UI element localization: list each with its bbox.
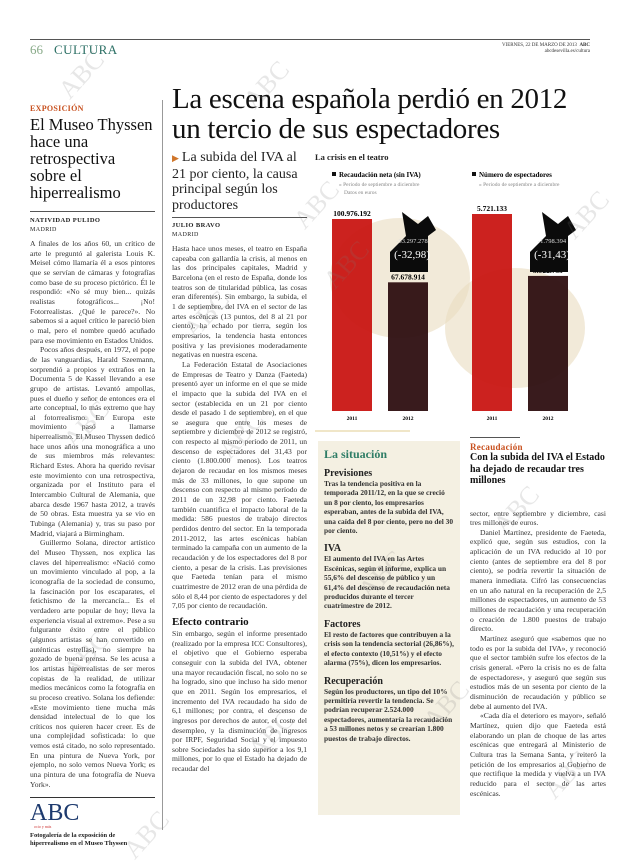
subhead: Efecto contrario <box>172 615 249 628</box>
triangle-bullet-icon: ▶ <box>172 153 179 163</box>
side-kicker: EXPOSICIÓN <box>30 104 84 113</box>
paragraph: Martínez aseguró que «sabemos que no tod… <box>470 634 606 711</box>
legend-title: Recaudación neta (sin IVA) <box>339 171 421 179</box>
main-body: Hasta hace unos meses, el teatro en Espa… <box>172 244 307 774</box>
abc-logo-sub: ocio y más <box>34 824 52 830</box>
divider <box>30 797 155 799</box>
location: MADRID <box>172 231 199 238</box>
abc-promo[interactable]: ABC ocio y más Fotogalería de la exposic… <box>30 800 155 847</box>
paragraph: Sin embargo, según el informe presentado… <box>172 628 307 774</box>
change-percent-label: (-31,43) <box>534 249 570 261</box>
bar-value-label: 5.721.133 <box>477 204 507 213</box>
box-heading: Factores <box>324 618 361 630</box>
bar-2012 <box>388 282 428 411</box>
right-body: sector, entre septiembre y diciembre, ca… <box>470 509 606 799</box>
year-label: 2012 <box>543 416 554 422</box>
side-title: El Museo Thyssen hace una retrospectiva … <box>30 115 153 202</box>
section-url[interactable]: abcdesevilla.es/cultura <box>544 49 590 54</box>
paragraph: Daniel Martínez, presidente de Faeteda, … <box>470 527 606 634</box>
location: MADRID <box>30 226 57 233</box>
bar-value-label: 100.976.192 <box>333 209 371 218</box>
legend-subtitle: » Periodo de septiembre a diciembre <box>479 182 560 188</box>
year-label: 2011 <box>347 416 358 422</box>
abc-logo: ABC <box>30 800 80 827</box>
byline: JULIO BRAVO MADRID <box>172 222 307 239</box>
main-headline: La escena española perdió en 2012 un ter… <box>172 83 568 145</box>
change-label: -1.798.394 <box>538 238 567 245</box>
paragraph: La Federación Estatal de Asociaciones de… <box>172 359 307 611</box>
legend-title: Número de espectadores <box>479 171 552 179</box>
box-heading: Previsiones <box>324 468 373 479</box>
deck-text: La subida del IVA al 21 por ciento, la c… <box>172 150 298 213</box>
legend-square <box>332 172 336 176</box>
author: JULIO BRAVO <box>172 222 221 229</box>
divider <box>30 211 155 212</box>
box-heading: IVA <box>324 543 342 555</box>
page-number: 66 <box>30 42 43 57</box>
box-title: La situación <box>324 447 388 461</box>
chart-svg: Recaudación neta (sin IVA) » Periodo de s… <box>315 171 585 432</box>
legend-subtitle: » Periodo de septiembre a diciembre <box>339 182 420 188</box>
divider <box>172 217 307 218</box>
right-title: Con la subida del IVA el Estado ha dejad… <box>470 452 605 486</box>
main-article: JULIO BRAVO MADRID Hasta hace unos meses,… <box>172 217 307 774</box>
top-rule <box>30 39 590 40</box>
box-text: El resto de factores que contribuyen a l… <box>324 629 454 668</box>
paragraph: Hasta hace unos meses, el teatro en Espa… <box>172 244 307 360</box>
box-heading: Recuperación <box>324 675 383 687</box>
main-deck: ▶ La subida del IVA al 21 por ciento, la … <box>172 150 307 213</box>
infographic: La crisis en el teatro Recaudación neta … <box>315 150 605 440</box>
change-label: -33.297.278 <box>396 238 427 245</box>
header-date: VIERNES, 22 DE MARZO DE 2013 ABC abcdese… <box>502 43 590 55</box>
chart-title: La crisis en el teatro <box>315 152 389 162</box>
bar-2012 <box>528 275 568 411</box>
box-text: Según los productores, un tipo del 10% p… <box>324 686 453 743</box>
situation-box: La situación Previsiones Tras la tendenc… <box>318 441 460 815</box>
brand: ABC <box>579 43 590 48</box>
legend-square <box>472 172 476 176</box>
side-body: A finales de los años 60, un crítico de … <box>30 239 155 789</box>
byline: NATIVIDAD PULIDO MADRID <box>30 217 155 234</box>
box-text: Tras la tendencia positiva en la tempora… <box>324 479 454 536</box>
section-name: CULTURA <box>54 42 118 57</box>
column-rule <box>162 100 163 830</box>
chart-bottom-bar <box>315 430 410 432</box>
promo-caption: Fotogalería de la exposición de hiperrea… <box>30 832 128 847</box>
paragraph: «Cada día el deterioro es mayor», señaló… <box>470 711 606 798</box>
paragraph: sector, entre septiembre y diciembre, ca… <box>470 508 606 528</box>
decrease-arrow-icon <box>390 212 436 272</box>
date: VIERNES, 22 DE MARZO DE 2013 <box>501 43 577 48</box>
side-article: EXPOSICIÓN El Museo Thyssen hace una ret… <box>30 104 155 847</box>
author: NATIVIDAD PULIDO <box>30 217 101 224</box>
bar-2011 <box>472 214 512 411</box>
year-label: 2012 <box>403 416 414 422</box>
divider <box>470 437 520 438</box>
paragraph: Pocos años después, en 1972, el pope de … <box>30 345 155 538</box>
year-label: 2011 <box>487 416 498 422</box>
right-kicker: Recaudación <box>470 442 523 452</box>
paragraph: Guillermo Solana, director artístico del… <box>30 538 155 789</box>
decrease-arrow-icon <box>530 212 576 272</box>
bar-2011 <box>332 219 372 411</box>
box-text: El aumento del IVA en las Artes Escénica… <box>324 554 450 611</box>
legend-note: Datos en euros <box>344 190 377 196</box>
change-percent-label: (-32,98) <box>394 249 430 261</box>
right-article: Recaudación Con la subida del IVA el Est… <box>470 437 606 798</box>
paragraph: A finales de los años 60, un crítico de … <box>30 239 155 345</box>
bar-value-label: 67.678.914 <box>391 272 425 281</box>
